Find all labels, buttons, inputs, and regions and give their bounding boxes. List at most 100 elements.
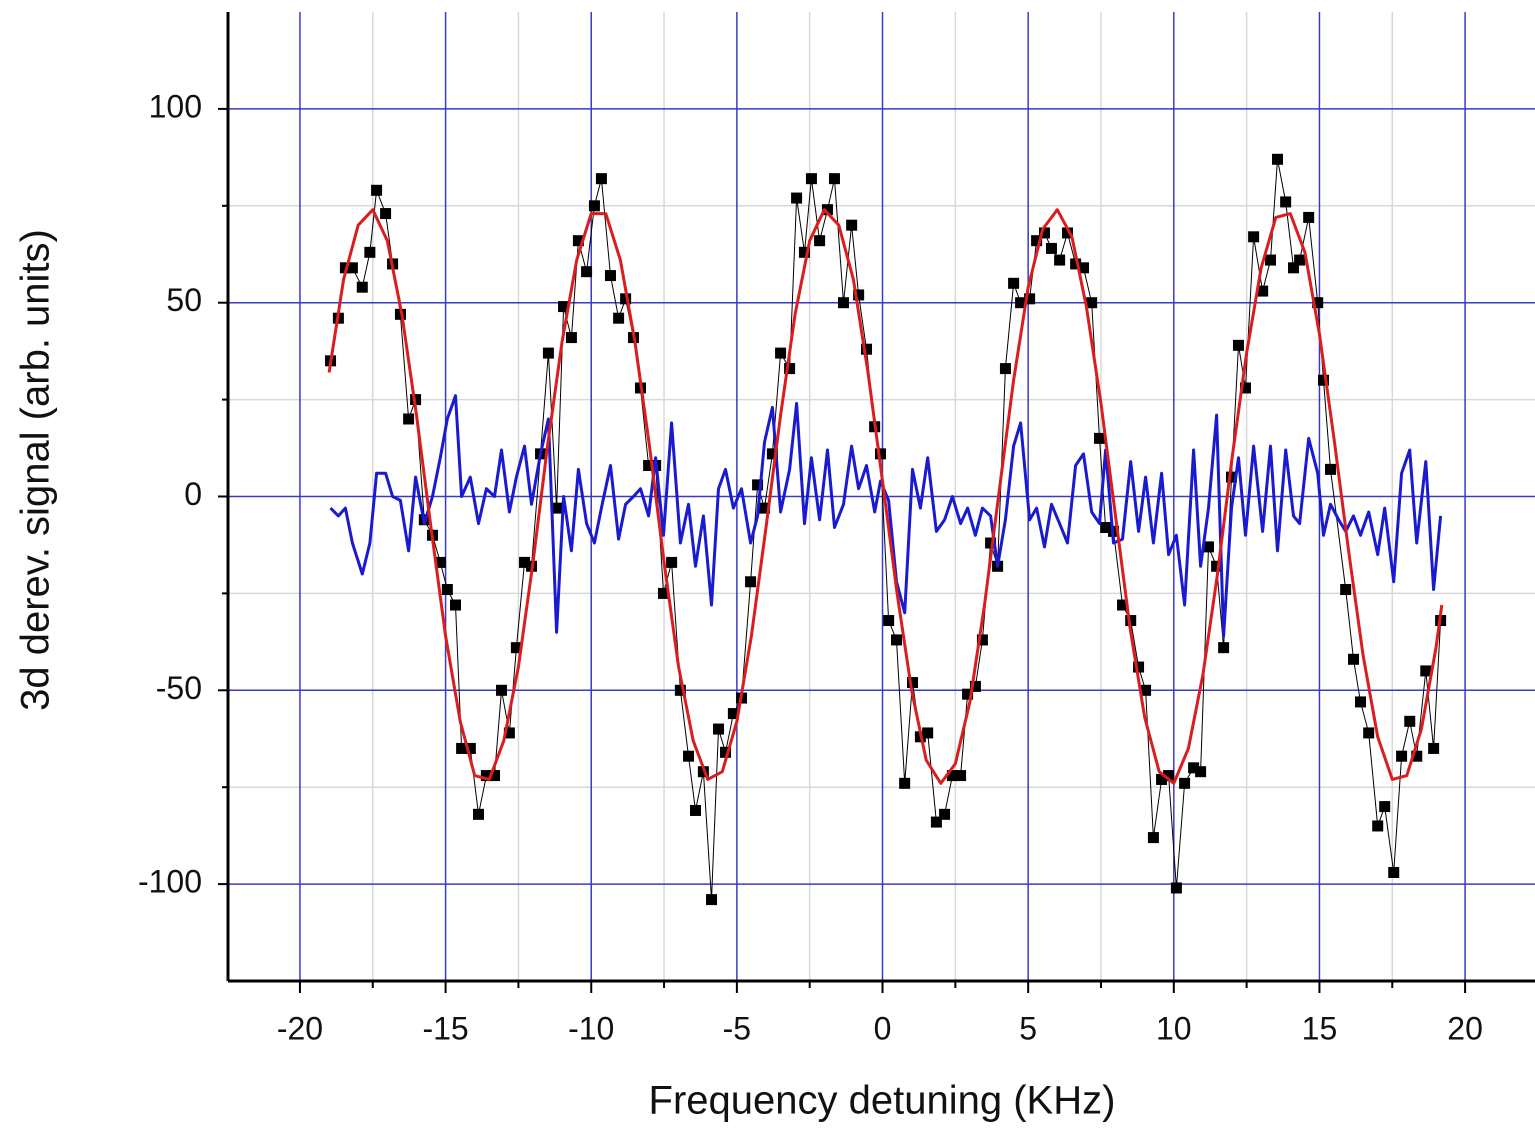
data-point <box>1248 231 1260 243</box>
y-tick-label: -50 <box>156 670 202 706</box>
x-tick-label: 20 <box>1447 1010 1483 1046</box>
data-point <box>604 270 616 282</box>
data-point <box>371 184 383 196</box>
data-point <box>962 688 974 700</box>
data-point <box>1396 750 1408 762</box>
data-point <box>1265 254 1277 266</box>
data-point <box>846 219 858 231</box>
x-tick-label: -20 <box>277 1010 323 1046</box>
data-point <box>1294 254 1306 266</box>
data-point <box>1280 196 1292 208</box>
data-point <box>510 642 522 654</box>
data-point <box>620 293 632 305</box>
data-point <box>1232 339 1244 351</box>
data-point <box>1340 584 1352 596</box>
data-point <box>1061 227 1073 239</box>
data-point <box>798 246 810 258</box>
x-axis-title: Frequency detuning (KHz) <box>649 1079 1116 1123</box>
data-point <box>542 347 554 359</box>
data-point <box>1379 801 1391 813</box>
data-point <box>1163 770 1175 782</box>
data-point <box>346 262 358 274</box>
data-point <box>1100 522 1112 534</box>
data-point <box>1031 235 1043 247</box>
data-point <box>899 777 911 789</box>
data-point <box>720 746 732 758</box>
data-point <box>1218 642 1230 654</box>
data-point <box>449 599 461 611</box>
data-point <box>657 587 669 599</box>
data-point <box>519 556 531 568</box>
data-point <box>1156 773 1168 785</box>
data-point <box>1140 684 1152 696</box>
data-point <box>1179 777 1191 789</box>
data-point <box>643 459 655 471</box>
data-point <box>1054 254 1066 266</box>
data-point <box>572 235 584 247</box>
data-point <box>1272 153 1284 165</box>
data-point <box>1355 696 1367 708</box>
data-point <box>860 343 872 355</box>
data-point <box>1388 866 1400 878</box>
data-point <box>434 556 446 568</box>
y-tick-label: -100 <box>138 864 202 900</box>
data-point <box>706 894 718 906</box>
data-point <box>1038 227 1050 239</box>
data-point <box>1195 766 1207 778</box>
x-tick-label: 0 <box>874 1010 892 1046</box>
y-tick-label: 50 <box>166 282 202 318</box>
data-point <box>364 246 376 258</box>
data-point <box>565 332 577 344</box>
data-point <box>1008 277 1020 289</box>
data-point <box>1211 560 1223 572</box>
data-point <box>1024 293 1036 305</box>
data-point <box>1170 882 1182 894</box>
data-point <box>551 502 563 514</box>
data-point <box>775 347 787 359</box>
data-point <box>464 742 476 754</box>
data-point <box>766 448 778 460</box>
data-point <box>380 208 392 220</box>
data-point <box>922 727 934 739</box>
data-point <box>674 684 686 696</box>
x-tick-label: -5 <box>723 1010 751 1046</box>
data-point <box>1239 382 1251 394</box>
data-point <box>503 727 515 739</box>
data-point <box>874 448 886 460</box>
data-point <box>1125 615 1137 627</box>
x-tick-label: 5 <box>1019 1010 1037 1046</box>
data-point <box>1404 715 1416 727</box>
data-point <box>955 770 967 782</box>
data-point <box>853 289 865 301</box>
data-point <box>821 204 833 216</box>
data-point <box>1257 285 1269 297</box>
data-point <box>985 537 997 549</box>
x-tick-label: -15 <box>422 1010 468 1046</box>
series-line <box>330 158 1442 901</box>
data-point <box>581 266 593 278</box>
data-point <box>939 808 951 820</box>
data-point <box>883 615 895 627</box>
data-point <box>791 192 803 204</box>
data-point <box>683 750 695 762</box>
data-point <box>713 723 725 735</box>
data-point <box>595 173 607 185</box>
data-point <box>1078 262 1090 274</box>
data-point <box>558 301 570 313</box>
data-point <box>837 297 849 309</box>
y-tick-label: 0 <box>184 476 202 512</box>
y-tick-label: 100 <box>149 88 202 124</box>
data-point <box>1363 727 1375 739</box>
data-point <box>907 677 919 689</box>
data-point <box>946 770 958 782</box>
data-point <box>456 742 468 754</box>
data-point <box>1147 832 1159 844</box>
data-point <box>784 363 796 375</box>
data-point <box>613 312 625 324</box>
data-point <box>1312 297 1324 309</box>
data-point <box>1318 374 1330 386</box>
data-point <box>1117 599 1129 611</box>
data-point <box>999 363 1011 375</box>
data-point <box>1133 661 1145 673</box>
data-point <box>759 502 771 514</box>
